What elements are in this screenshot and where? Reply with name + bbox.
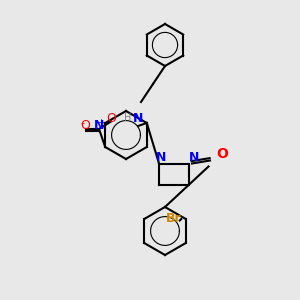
Text: Br: Br xyxy=(166,212,182,225)
Text: N: N xyxy=(156,151,166,164)
Text: N: N xyxy=(133,112,143,125)
Text: N: N xyxy=(94,119,104,132)
Text: -: - xyxy=(80,118,85,128)
Text: +: + xyxy=(97,118,104,127)
Text: O: O xyxy=(106,112,116,124)
Text: O: O xyxy=(216,146,228,161)
Text: O: O xyxy=(81,119,90,132)
Text: H: H xyxy=(124,113,131,124)
Text: N: N xyxy=(189,151,200,164)
